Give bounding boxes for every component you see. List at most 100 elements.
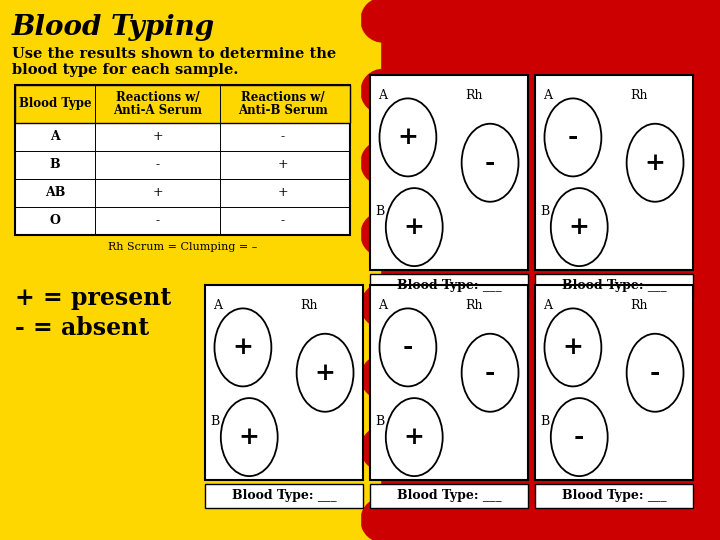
- FancyBboxPatch shape: [370, 484, 528, 508]
- Text: Blood Type: ___: Blood Type: ___: [397, 489, 501, 503]
- Text: Rh Scrum = Clumping = –: Rh Scrum = Clumping = –: [108, 242, 257, 252]
- Text: Blood Type: ___: Blood Type: ___: [562, 489, 666, 503]
- Text: Blood Type: ___: Blood Type: ___: [397, 280, 501, 293]
- Circle shape: [361, 212, 405, 256]
- Text: -: -: [402, 335, 413, 360]
- FancyBboxPatch shape: [370, 75, 528, 270]
- Text: Blood Type: ___: Blood Type: ___: [232, 489, 336, 503]
- Text: Anti-B Serum: Anti-B Serum: [238, 105, 328, 118]
- Text: Reactions w/: Reactions w/: [116, 91, 199, 104]
- Text: Rh: Rh: [300, 299, 318, 312]
- Text: A: A: [378, 299, 387, 312]
- Circle shape: [12, 514, 48, 540]
- Text: +: +: [277, 186, 288, 199]
- Text: +: +: [239, 425, 260, 449]
- Text: A: A: [50, 131, 60, 144]
- Circle shape: [175, 0, 215, 25]
- Circle shape: [30, 0, 70, 25]
- Ellipse shape: [626, 124, 683, 202]
- Text: -: -: [280, 131, 284, 144]
- Text: -: -: [650, 361, 660, 384]
- Text: -: -: [485, 151, 495, 175]
- Circle shape: [361, 427, 405, 470]
- Text: B: B: [540, 205, 549, 218]
- Text: B: B: [540, 415, 549, 428]
- Text: Blood Type: Blood Type: [19, 98, 91, 111]
- Text: +: +: [315, 361, 336, 384]
- Circle shape: [62, 514, 98, 540]
- Text: B: B: [210, 415, 220, 428]
- Text: +: +: [562, 335, 583, 360]
- Text: Blood Type: ___: Blood Type: ___: [562, 280, 666, 293]
- Text: - = absent: - = absent: [15, 316, 149, 340]
- Text: +: +: [152, 131, 163, 144]
- Text: A: A: [543, 89, 552, 102]
- Circle shape: [361, 0, 405, 42]
- Text: +: +: [277, 159, 288, 172]
- FancyBboxPatch shape: [15, 85, 350, 235]
- Text: +: +: [404, 425, 425, 449]
- Ellipse shape: [215, 308, 271, 387]
- FancyBboxPatch shape: [370, 274, 528, 298]
- Circle shape: [361, 70, 405, 113]
- Text: Use the results shown to determine the: Use the results shown to determine the: [12, 47, 336, 61]
- Ellipse shape: [379, 308, 436, 387]
- Ellipse shape: [297, 334, 354, 411]
- Circle shape: [361, 141, 405, 185]
- FancyBboxPatch shape: [535, 75, 693, 270]
- Text: +: +: [569, 215, 590, 239]
- Text: B: B: [375, 205, 384, 218]
- Text: +: +: [152, 186, 163, 199]
- Ellipse shape: [626, 334, 683, 411]
- Text: -: -: [280, 214, 284, 227]
- Text: blood type for each sample.: blood type for each sample.: [12, 63, 238, 77]
- FancyBboxPatch shape: [535, 484, 693, 508]
- Circle shape: [361, 355, 405, 399]
- Text: -: -: [156, 214, 160, 227]
- Text: A: A: [213, 299, 222, 312]
- Text: Rh: Rh: [465, 89, 482, 102]
- Ellipse shape: [544, 308, 601, 387]
- Circle shape: [122, 514, 158, 540]
- Text: Reactions w/: Reactions w/: [240, 91, 324, 104]
- Text: +: +: [233, 335, 253, 360]
- Circle shape: [361, 284, 405, 328]
- Polygon shape: [0, 0, 380, 540]
- Text: +: +: [404, 215, 425, 239]
- Circle shape: [250, 0, 290, 25]
- Polygon shape: [0, 0, 360, 540]
- Ellipse shape: [551, 188, 608, 266]
- Text: -: -: [574, 425, 585, 449]
- Text: Rh: Rh: [630, 299, 647, 312]
- Text: O: O: [50, 214, 60, 227]
- Text: + = present: + = present: [15, 286, 171, 310]
- Ellipse shape: [386, 398, 443, 476]
- FancyBboxPatch shape: [205, 484, 363, 508]
- FancyBboxPatch shape: [205, 285, 363, 480]
- Ellipse shape: [379, 98, 436, 177]
- FancyBboxPatch shape: [370, 285, 528, 480]
- Ellipse shape: [551, 398, 608, 476]
- FancyBboxPatch shape: [15, 85, 350, 123]
- Text: Blood Typing: Blood Typing: [12, 14, 215, 41]
- Text: A: A: [378, 89, 387, 102]
- Text: Rh: Rh: [630, 89, 647, 102]
- Circle shape: [361, 498, 405, 540]
- Text: -: -: [568, 125, 578, 150]
- Ellipse shape: [544, 98, 601, 177]
- Ellipse shape: [462, 334, 518, 411]
- Text: B: B: [50, 159, 60, 172]
- Text: -: -: [485, 361, 495, 384]
- Text: A: A: [543, 299, 552, 312]
- Circle shape: [100, 0, 140, 25]
- Text: AB: AB: [45, 186, 66, 199]
- Ellipse shape: [221, 398, 278, 476]
- Text: Anti-A Serum: Anti-A Serum: [113, 105, 202, 118]
- Text: -: -: [156, 159, 160, 172]
- Circle shape: [310, 0, 350, 25]
- Text: +: +: [644, 151, 665, 175]
- Text: B: B: [375, 415, 384, 428]
- Text: Rh: Rh: [465, 299, 482, 312]
- Text: +: +: [397, 125, 418, 150]
- FancyBboxPatch shape: [535, 285, 693, 480]
